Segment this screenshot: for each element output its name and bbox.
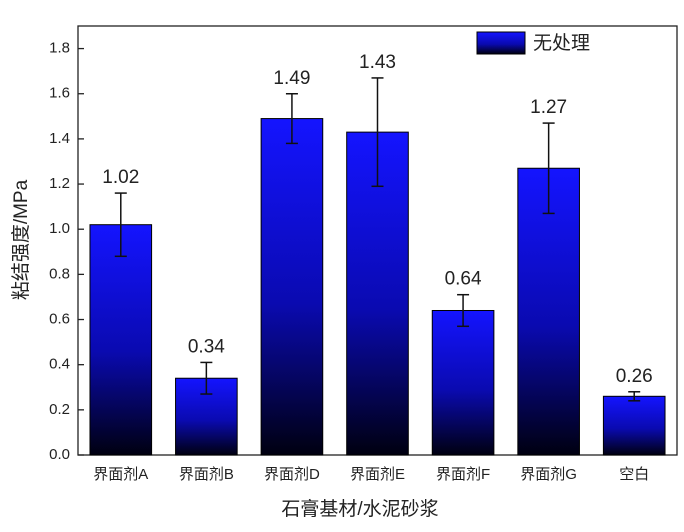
x-tick-label: 界面剂G <box>520 466 577 483</box>
y-axis-label: 粘结强度/MPa <box>10 179 32 300</box>
legend-label: 无处理 <box>533 32 590 54</box>
x-axis-label: 石膏基材/水泥砂浆 <box>281 497 438 520</box>
y-tick-label: 1.8 <box>49 40 70 57</box>
error-bar <box>542 122 555 215</box>
y-tick-label: 0.6 <box>49 310 70 327</box>
y-tick-label: 0.0 <box>49 446 70 463</box>
y-tick-label: 1.6 <box>49 85 70 102</box>
data-label: 0.26 <box>616 366 653 387</box>
error-bar <box>457 293 470 328</box>
x-tick-label: 界面剂B <box>179 466 234 483</box>
data-label: 0.34 <box>188 336 225 357</box>
x-tick-label: 界面剂D <box>264 466 320 483</box>
error-bar <box>628 391 641 402</box>
data-label: 1.02 <box>102 167 139 188</box>
error-bar <box>371 77 384 188</box>
y-tick-label: 0.8 <box>49 265 70 282</box>
data-label: 1.49 <box>273 68 310 89</box>
x-tick-label: 界面剂F <box>436 466 490 483</box>
data-label: 1.43 <box>359 52 396 73</box>
error-bar <box>285 92 298 145</box>
legend-swatch <box>476 31 526 55</box>
y-tick-label: 0.4 <box>49 356 70 373</box>
y-tick-label: 1.0 <box>49 220 70 237</box>
bar <box>431 309 495 456</box>
x-tick-label: 界面剂E <box>350 466 405 483</box>
data-label: 0.64 <box>445 269 482 290</box>
x-tick-label: 空白 <box>619 466 649 483</box>
y-tick-label: 1.4 <box>49 130 70 147</box>
y-tick-label: 1.2 <box>49 175 70 192</box>
y-tick-label: 0.2 <box>49 401 70 418</box>
x-tick-label: 界面剂A <box>93 466 148 483</box>
bar <box>602 395 666 456</box>
error-bar <box>200 361 213 395</box>
data-label: 1.27 <box>530 97 567 118</box>
bar <box>89 224 153 456</box>
bar <box>260 118 324 456</box>
error-bar <box>114 192 127 258</box>
